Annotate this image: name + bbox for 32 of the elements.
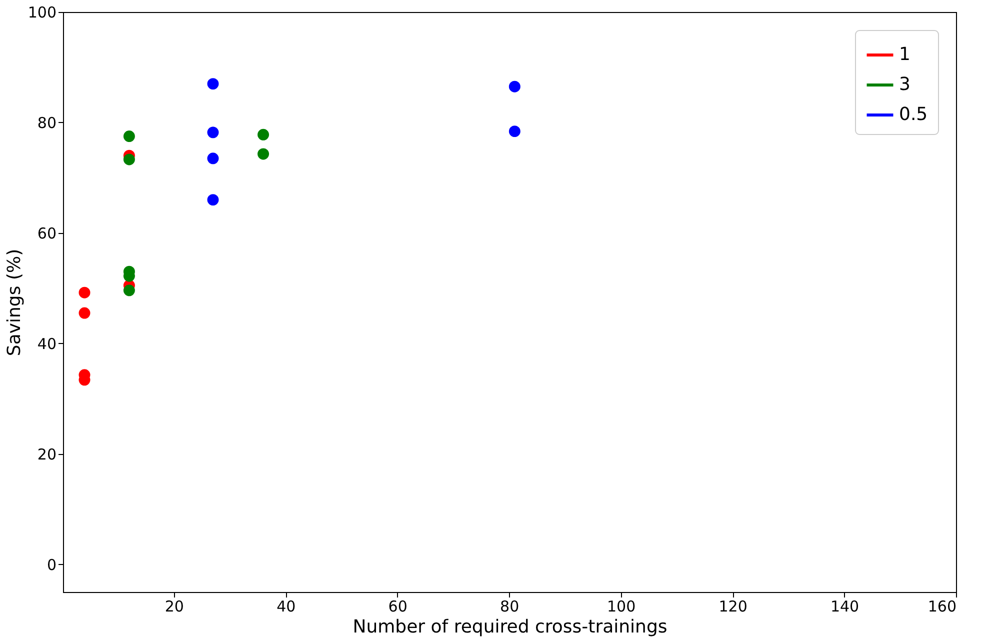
point — [123, 284, 135, 296]
legend-label: 3 — [899, 74, 910, 95]
point — [207, 78, 219, 90]
x-tick-label: 40 — [276, 598, 296, 616]
y-axis-title: Savings (%) — [4, 248, 25, 356]
point — [508, 126, 520, 138]
x-tick-label: 100 — [606, 598, 636, 616]
point — [258, 128, 270, 140]
point — [123, 154, 135, 166]
y-tick-label: 80 — [37, 114, 56, 132]
y-tick-label: 60 — [37, 224, 56, 242]
y-tick-label: 0 — [46, 556, 56, 574]
point — [123, 130, 135, 142]
point — [78, 307, 90, 319]
point — [207, 194, 219, 206]
x-tick-label: 20 — [164, 598, 184, 616]
y-tick-label: 100 — [28, 4, 56, 22]
x-tick-label: 80 — [500, 598, 520, 616]
point — [207, 152, 219, 164]
x-axis-title: Number of required cross-trainings — [352, 616, 668, 638]
y-tick-label: 40 — [37, 334, 56, 353]
x-tick-label: 140 — [830, 598, 860, 616]
legend-label: 1 — [899, 44, 910, 65]
point — [258, 148, 270, 160]
point — [508, 80, 520, 92]
x-tick-label: 60 — [388, 598, 408, 616]
point — [78, 286, 90, 298]
x-tick-label: 120 — [718, 598, 748, 616]
y-tick-label: 20 — [37, 445, 56, 464]
x-tick-label: 160 — [928, 598, 956, 616]
legend-label: 0.5 — [899, 104, 928, 125]
point — [207, 126, 219, 138]
